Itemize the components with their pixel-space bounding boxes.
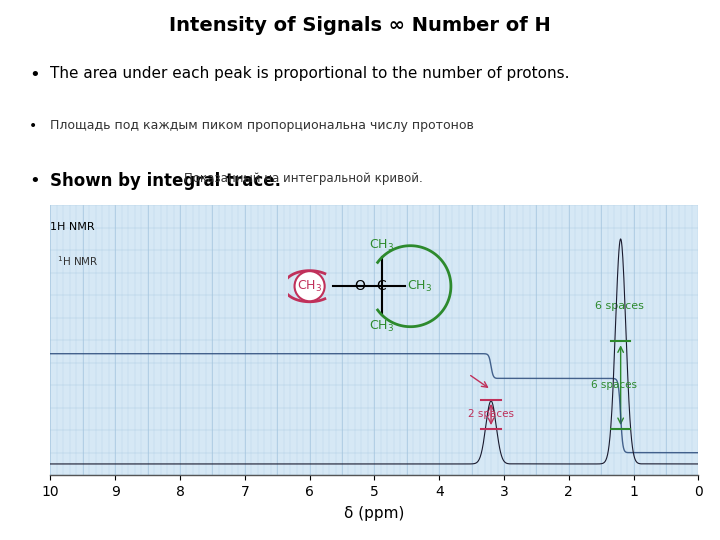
Text: •: • [29,172,40,191]
Text: $^1$H NMR: $^1$H NMR [57,255,99,268]
Text: CH$_3$: CH$_3$ [369,319,394,334]
Text: 2 spaces: 2 spaces [468,409,514,420]
Text: CH$_3$: CH$_3$ [297,279,322,294]
Text: •: • [29,119,37,133]
Text: O: O [354,279,366,293]
Text: The area under each peak is proportional to the number of protons.: The area under each peak is proportional… [50,66,570,80]
Text: Показанный на интегральной кривой.: Показанный на интегральной кривой. [184,172,423,185]
Text: C: C [377,279,387,293]
Text: CH$_3$: CH$_3$ [407,279,432,294]
Text: Intensity of Signals ∞ Number of H: Intensity of Signals ∞ Number of H [169,16,551,36]
Text: CH$_3$: CH$_3$ [369,238,394,253]
Text: •: • [29,66,40,84]
X-axis label: δ (ppm): δ (ppm) [344,506,405,521]
Text: 6 spaces: 6 spaces [595,301,644,312]
Text: Площадь под каждым пиком пропорциональна числу протонов: Площадь под каждым пиком пропорциональна… [50,119,474,132]
Text: Shown by integral trace.: Shown by integral trace. [50,172,282,191]
Text: 1H NMR: 1H NMR [50,222,95,232]
Text: 6 spaces: 6 spaces [591,380,637,390]
